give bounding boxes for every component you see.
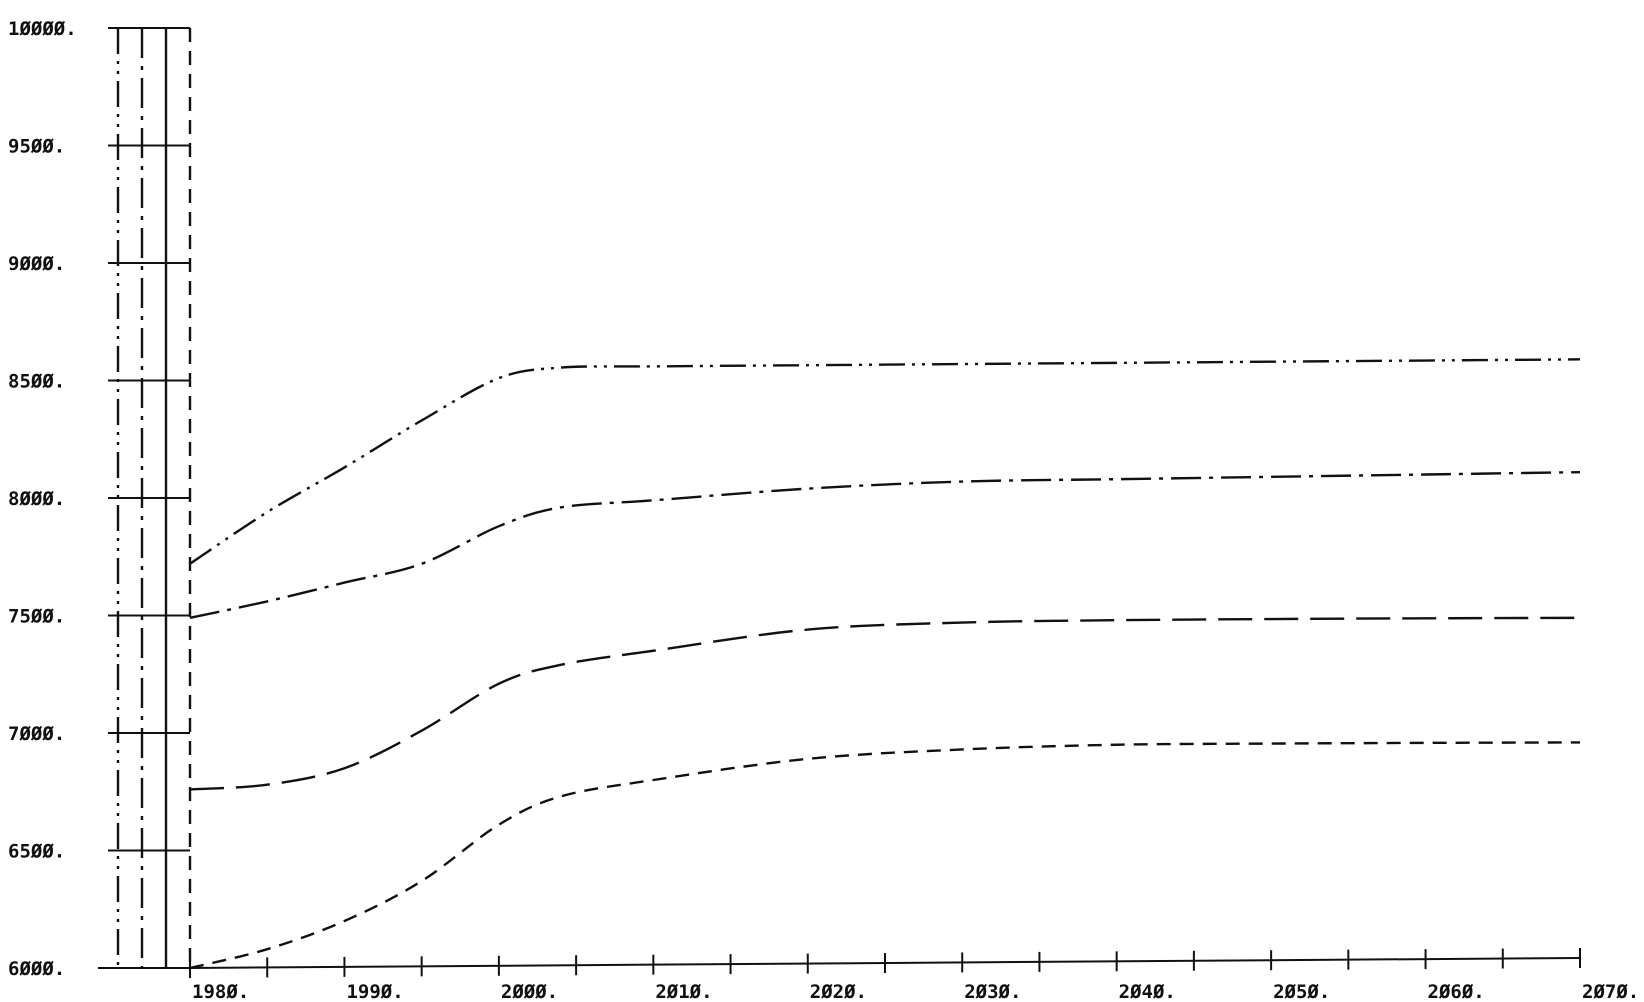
y-tick-label: 9ØØØ. [8,253,65,275]
x-tick-label: 2ØØØ. [501,981,558,1002]
series-group [189,358,1581,970]
x-tick-label: 199Ø. [346,981,403,1002]
series-line-short-dash [189,741,1581,970]
x-tick-label: 2Ø3Ø. [964,981,1021,1002]
y-tick-label: 7ØØØ. [8,723,65,745]
axes [98,27,1581,978]
x-tick-label: 2Ø2Ø. [810,981,867,1002]
y-tick-label: 1ØØØØ. [8,18,77,40]
series-line-dash-dot-dot [189,358,1581,565]
series-line-long-dash [189,616,1581,791]
y-tick-label: 85ØØ. [8,371,65,393]
y-tick-label: 8ØØØ. [8,488,65,510]
y-tick-label: 95ØØ. [8,136,65,158]
x-tick-label: 2Ø1Ø. [655,981,712,1002]
y-tick-label: 65ØØ. [8,841,65,863]
x-tick-label: 2Ø5Ø. [1273,981,1330,1002]
x-tick-label: 2Ø7Ø. [1582,981,1639,1002]
x-tick-label: 2Ø4Ø. [1119,981,1176,1002]
x-tick-label: 2Ø6Ø. [1428,981,1485,1002]
y-tick-label: 6ØØØ. [8,958,65,980]
x-tick-label: 198Ø. [192,981,249,1002]
y-tick-label: 75ØØ. [8,606,65,628]
series-line-dash-dot [189,470,1581,620]
tick-labels: 198Ø. 199Ø. 2ØØØ. 2Ø1Ø. 2Ø2Ø. 2Ø3Ø. 2Ø4Ø. 2Ø5Ø.… [8,18,1639,1002]
